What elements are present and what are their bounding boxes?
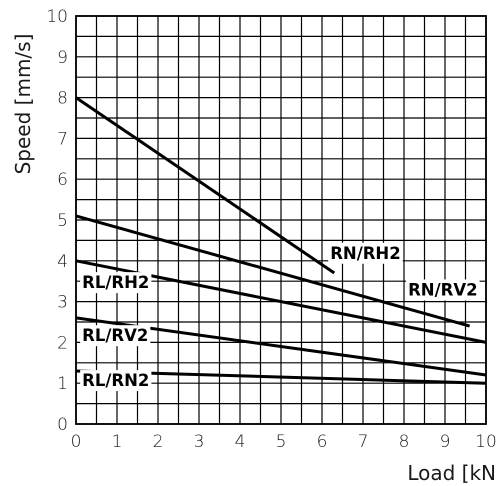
y-tick-label: 9 — [57, 48, 68, 68]
y-tick-label: 6 — [57, 170, 68, 190]
plot-frame — [75, 15, 487, 425]
series-label-background — [406, 279, 480, 301]
series-label-text: RL/RN2 — [82, 371, 149, 390]
x-tick-label: 2 — [153, 432, 164, 452]
y-axis-ticks: 0 1 2 3 4 5 6 7 8 9 10 — [46, 7, 68, 435]
x-tick-label: 5 — [276, 432, 287, 452]
grid — [75, 15, 487, 425]
x-tick-label: 4 — [235, 432, 246, 452]
y-tick-label: 7 — [57, 129, 68, 149]
x-tick-label: 9 — [440, 432, 451, 452]
series-label-text: RL/RH2 — [82, 273, 149, 292]
series-label-rl-rn2: RL/RN2 — [80, 370, 152, 392]
x-axis-ticks: 0 1 2 3 4 5 6 7 8 9 10 — [71, 432, 496, 452]
y-tick-label: 8 — [57, 89, 68, 109]
series-label-background — [80, 272, 152, 294]
y-tick-label: 0 — [57, 415, 68, 435]
y-axis-title: Speed [mm/s] — [11, 34, 35, 175]
series-line-rn-rv2 — [75, 214, 471, 328]
y-tick-label: 10 — [46, 7, 68, 27]
x-axis-title: Load [kN — [407, 461, 496, 485]
x-tick-label: 6 — [317, 432, 328, 452]
series-label-text: RL/RV2 — [82, 326, 148, 345]
series-label-background — [80, 370, 152, 392]
y-tick-label: 5 — [57, 211, 68, 231]
y-tick-label: 4 — [57, 252, 68, 272]
series-labels: RN/RH2 RN/RV2 RL/RH2 RL/RV2 RL/RN2 — [80, 242, 480, 392]
series-label-rl-rh2: RL/RH2 — [80, 272, 152, 294]
series-label-text: RN/RV2 — [408, 280, 478, 299]
x-tick-label: 1 — [112, 432, 123, 452]
x-tick-label: 3 — [194, 432, 205, 452]
y-tick-label: 1 — [57, 374, 68, 394]
x-tick-label: 7 — [358, 432, 369, 452]
x-tick-label: 10 — [475, 432, 496, 452]
y-tick-label: 3 — [57, 293, 68, 313]
series-label-rn-rh2: RN/RH2 — [328, 242, 403, 264]
series-label-background — [328, 242, 403, 264]
series-line-rn-rh2 — [75, 96, 336, 275]
x-tick-label: 8 — [399, 432, 410, 452]
x-tick-label: 0 — [71, 432, 82, 452]
series-label-text: RN/RH2 — [330, 244, 401, 263]
y-tick-label: 2 — [57, 333, 68, 353]
series-label-rn-rv2: RN/RV2 — [406, 279, 480, 301]
series-label-background — [80, 325, 151, 347]
series-label-rl-rv2: RL/RV2 — [80, 325, 151, 347]
